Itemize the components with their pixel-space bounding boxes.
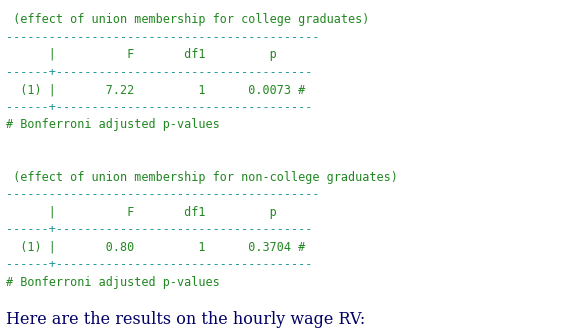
Text: ------+------------------------------------: ------+---------------------------------… — [6, 258, 312, 271]
Text: ------+------------------------------------: ------+---------------------------------… — [6, 101, 312, 114]
Text: # Bonferroni adjusted p-values: # Bonferroni adjusted p-values — [6, 118, 220, 131]
Text: Here are the results on the hourly wage RV:: Here are the results on the hourly wage … — [6, 311, 365, 328]
Text: |          F       df1         p: | F df1 p — [6, 206, 277, 218]
Text: ------+------------------------------------: ------+---------------------------------… — [6, 66, 312, 79]
Text: (effect of union membership for non-college graduates): (effect of union membership for non-coll… — [6, 171, 398, 183]
Text: --------------------------------------------: ----------------------------------------… — [6, 188, 319, 201]
Text: (effect of union membership for college graduates): (effect of union membership for college … — [6, 13, 369, 26]
Text: # Bonferroni adjusted p-values: # Bonferroni adjusted p-values — [6, 276, 220, 288]
Text: |          F       df1         p: | F df1 p — [6, 48, 277, 61]
Text: (1) |       0.80         1      0.3704 #: (1) | 0.80 1 0.3704 # — [6, 241, 305, 253]
Text: ------+------------------------------------: ------+---------------------------------… — [6, 223, 312, 236]
Text: --------------------------------------------: ----------------------------------------… — [6, 31, 319, 44]
Text: (1) |       7.22         1      0.0073 #: (1) | 7.22 1 0.0073 # — [6, 83, 305, 96]
